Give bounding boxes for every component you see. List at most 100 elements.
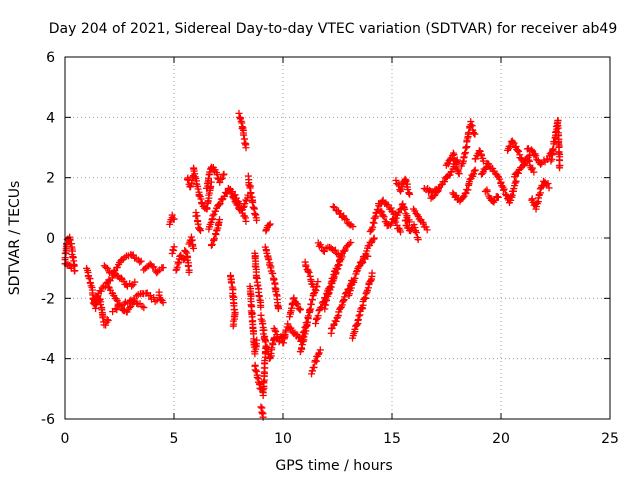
data-point (544, 180, 552, 188)
data-point (470, 167, 478, 175)
data-point (388, 219, 396, 227)
data-point (251, 209, 259, 217)
data-point (295, 304, 303, 312)
data-point (332, 317, 340, 325)
data-point (136, 258, 144, 266)
data-point (532, 152, 540, 160)
data-point (545, 184, 553, 192)
data-point (185, 268, 193, 276)
data-point (304, 312, 312, 320)
data-point (412, 229, 420, 237)
data-point (228, 279, 236, 287)
data-point (507, 193, 515, 201)
data-point (528, 195, 536, 203)
y-tick-label: -6 (41, 412, 55, 428)
data-point (316, 346, 324, 354)
data-point (266, 220, 274, 228)
data-point (322, 301, 330, 309)
data-point (555, 149, 563, 157)
data-point (502, 190, 510, 198)
data-point (469, 129, 477, 137)
data-point (129, 297, 137, 305)
data-point (187, 182, 195, 190)
data-point (529, 164, 537, 172)
data-point (467, 121, 475, 129)
y-tick-label: 4 (46, 110, 55, 126)
data-point (99, 314, 107, 322)
data-point (269, 270, 277, 278)
data-point (405, 218, 413, 226)
data-point (514, 146, 522, 154)
data-point (183, 249, 191, 257)
data-point (86, 279, 94, 287)
data-point (238, 206, 246, 214)
data-point (140, 266, 148, 274)
data-point (209, 212, 217, 220)
data-point (242, 144, 250, 152)
data-point (423, 226, 431, 234)
data-point (370, 234, 378, 242)
data-point (444, 160, 452, 168)
data-point (341, 246, 349, 254)
data-point (210, 235, 218, 243)
data-point (266, 261, 274, 269)
x-tick-label: 25 (601, 431, 619, 447)
data-point (286, 309, 294, 317)
data-point (500, 185, 508, 193)
data-point (405, 189, 413, 197)
data-point (309, 283, 317, 291)
data-point (290, 294, 298, 302)
data-point (288, 304, 296, 312)
grid-lines (65, 57, 610, 419)
data-point (524, 156, 532, 164)
data-point (345, 240, 353, 248)
data-point (258, 408, 266, 416)
data-point (137, 257, 145, 265)
x-tick-labels: 0 5 10 15 20 25 (61, 431, 619, 447)
data-point (401, 205, 409, 213)
data-point (373, 209, 381, 217)
data-point (349, 223, 357, 231)
data-point (535, 191, 543, 199)
data-point (261, 357, 269, 365)
x-tick-label: 20 (492, 431, 510, 447)
data-point (293, 299, 301, 307)
data-point (494, 193, 502, 201)
data-point (126, 304, 134, 312)
data-point (296, 305, 304, 313)
data-point (287, 324, 295, 332)
x-tick-label: 10 (274, 431, 292, 447)
data-point (410, 221, 418, 229)
data-point (195, 192, 203, 200)
data-point (404, 185, 412, 193)
data-point (347, 239, 355, 247)
data-point (310, 363, 318, 371)
data-point (369, 218, 377, 226)
data-point (446, 156, 454, 164)
y-axis-title: SDTVAR / TECUs (7, 181, 23, 296)
data-point (353, 321, 361, 329)
data-point (97, 287, 105, 295)
data-point (103, 316, 111, 324)
data-point (498, 182, 506, 190)
data-point (493, 193, 501, 201)
data-point (308, 367, 316, 375)
data-point (257, 315, 265, 323)
data-point (140, 304, 148, 312)
data-point (298, 341, 306, 349)
data-point (459, 194, 467, 202)
y-tick-labels: -6 -4 -2 0 2 4 6 (41, 50, 55, 428)
data-point (67, 264, 75, 272)
data-point (216, 200, 224, 208)
data-point (122, 281, 130, 289)
data-point (208, 240, 216, 248)
data-point (342, 216, 350, 224)
data-point (300, 333, 308, 341)
data-point (351, 274, 359, 282)
y-tick-label: -2 (41, 291, 55, 307)
data-point (527, 146, 535, 154)
data-point (556, 164, 564, 172)
data-point (429, 193, 437, 201)
data-point (380, 213, 388, 221)
data-point (334, 265, 342, 273)
